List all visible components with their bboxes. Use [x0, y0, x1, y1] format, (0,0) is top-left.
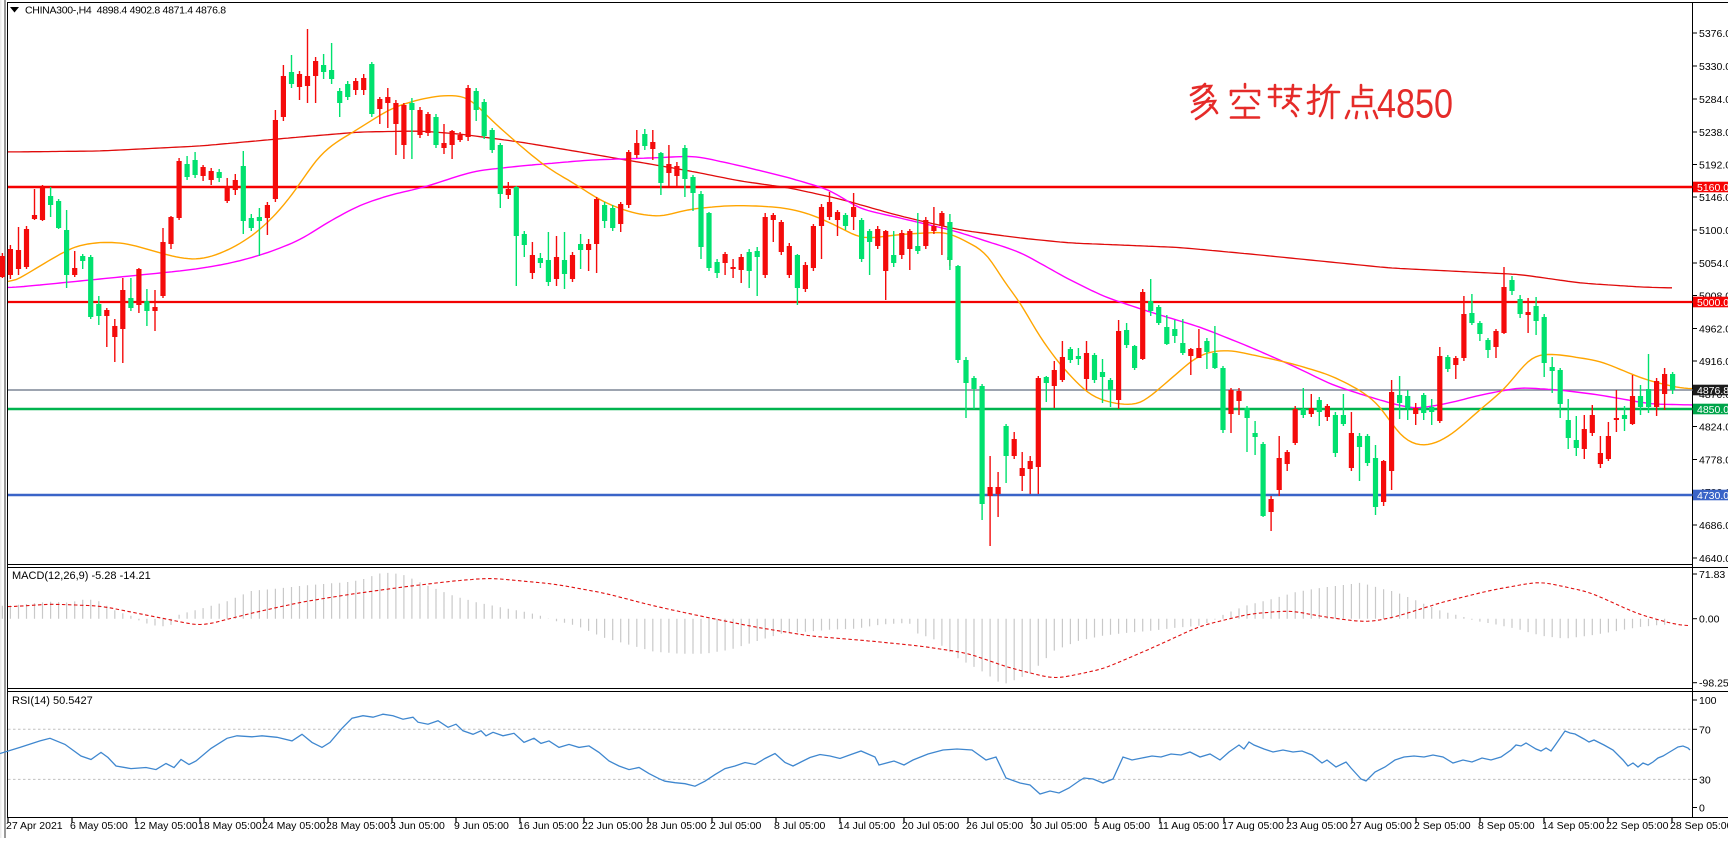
svg-text:27 Apr 2021: 27 Apr 2021 — [6, 820, 63, 832]
svg-text:28 Jun 05:00: 28 Jun 05:00 — [646, 820, 707, 832]
svg-text:18 May 05:00: 18 May 05:00 — [198, 820, 262, 832]
svg-text:MACD(12,26,9) -5.28 -14.21: MACD(12,26,9) -5.28 -14.21 — [12, 570, 151, 582]
svg-text:5100.0: 5100.0 — [1699, 225, 1728, 237]
svg-text:14 Sep 05:00: 14 Sep 05:00 — [1542, 820, 1605, 832]
svg-text:26 Jul 05:00: 26 Jul 05:00 — [966, 820, 1023, 832]
svg-text:22 Sep 05:00: 22 Sep 05:00 — [1606, 820, 1669, 832]
svg-text:11 Aug 05:00: 11 Aug 05:00 — [1158, 820, 1219, 832]
svg-text:4686.0: 4686.0 — [1699, 520, 1728, 532]
svg-text:5054.0: 5054.0 — [1699, 258, 1728, 270]
svg-text:5146.0: 5146.0 — [1699, 192, 1728, 204]
svg-text:0: 0 — [1699, 803, 1705, 815]
svg-text:-98.25: -98.25 — [1699, 678, 1728, 690]
svg-text:27 Aug 05:00: 27 Aug 05:00 — [1350, 820, 1412, 832]
svg-text:17 Aug 05:00: 17 Aug 05:00 — [1222, 820, 1284, 832]
svg-text:6 May 05:00: 6 May 05:00 — [70, 820, 128, 832]
svg-text:5284.0: 5284.0 — [1699, 94, 1728, 106]
svg-text:70: 70 — [1699, 724, 1711, 736]
svg-text:5 Aug 05:00: 5 Aug 05:00 — [1094, 820, 1150, 832]
svg-text:5192.0: 5192.0 — [1699, 160, 1728, 172]
svg-text:8 Jul 05:00: 8 Jul 05:00 — [774, 820, 826, 832]
svg-text:5376.0: 5376.0 — [1699, 28, 1728, 40]
svg-text:30: 30 — [1699, 774, 1711, 786]
svg-text:4962.0: 4962.0 — [1699, 324, 1728, 336]
svg-text:5160.0: 5160.0 — [1697, 182, 1728, 194]
svg-text:12 May 05:00: 12 May 05:00 — [134, 820, 198, 832]
svg-text:2 Sep 05:00: 2 Sep 05:00 — [1414, 820, 1471, 832]
svg-text:5000.0: 5000.0 — [1697, 297, 1728, 309]
svg-text:8 Sep 05:00: 8 Sep 05:00 — [1478, 820, 1535, 832]
svg-text:30 Jul 05:00: 30 Jul 05:00 — [1030, 820, 1087, 832]
svg-text:3 Jun 05:00: 3 Jun 05:00 — [390, 820, 445, 832]
svg-text:28 Sep 05:00: 28 Sep 05:00 — [1670, 820, 1728, 832]
svg-text:23 Aug 05:00: 23 Aug 05:00 — [1286, 820, 1348, 832]
svg-text:RSI(14) 50.5427: RSI(14) 50.5427 — [12, 695, 93, 707]
svg-text:28 May 05:00: 28 May 05:00 — [326, 820, 390, 832]
svg-text:100: 100 — [1699, 695, 1717, 707]
svg-text:4850.0: 4850.0 — [1697, 404, 1728, 416]
svg-text:5330.0: 5330.0 — [1699, 61, 1728, 73]
svg-text:4778.0: 4778.0 — [1699, 455, 1728, 467]
svg-text:4730.0: 4730.0 — [1697, 490, 1728, 502]
svg-text:0.00: 0.00 — [1699, 614, 1720, 626]
svg-text:9 Jun 05:00: 9 Jun 05:00 — [454, 820, 509, 832]
svg-text:22 Jun 05:00: 22 Jun 05:00 — [582, 820, 643, 832]
svg-text:4916.0: 4916.0 — [1699, 356, 1728, 368]
svg-text:4850: 4850 — [1377, 81, 1453, 127]
svg-text:5238.0: 5238.0 — [1699, 127, 1728, 139]
svg-text:20 Jul 05:00: 20 Jul 05:00 — [902, 820, 959, 832]
svg-text:4876.8: 4876.8 — [1697, 385, 1728, 397]
svg-text:CHINA300-,H4 4898.4 4902.8 48: CHINA300-,H4 4898.4 4902.8 4871.4 4876.8 — [25, 5, 226, 17]
svg-text:4824.0: 4824.0 — [1699, 422, 1728, 434]
svg-text:71.83: 71.83 — [1699, 569, 1725, 581]
svg-text:4640.0: 4640.0 — [1699, 553, 1728, 565]
svg-text:2 Jul 05:00: 2 Jul 05:00 — [710, 820, 762, 832]
svg-text:14 Jul 05:00: 14 Jul 05:00 — [838, 820, 895, 832]
svg-text:24 May 05:00: 24 May 05:00 — [262, 820, 326, 832]
svg-text:16 Jun 05:00: 16 Jun 05:00 — [518, 820, 579, 832]
